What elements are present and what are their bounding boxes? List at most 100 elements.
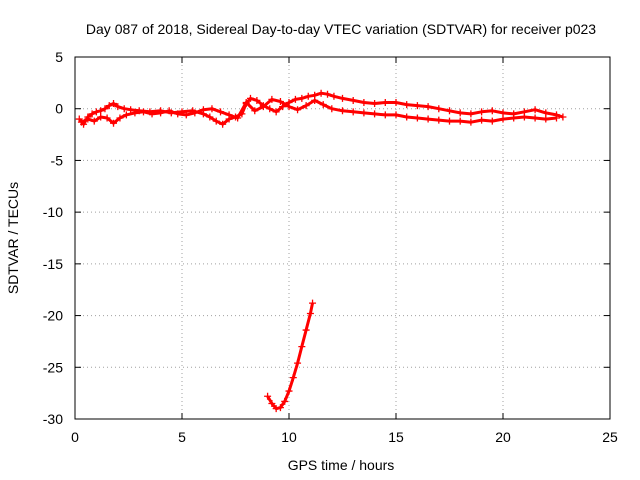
series-3	[264, 299, 317, 413]
data-point	[542, 115, 550, 123]
data-point	[276, 404, 284, 412]
data-point	[110, 100, 118, 108]
data-point	[122, 111, 130, 119]
data-point	[413, 102, 421, 110]
data-point	[217, 108, 225, 116]
data-point	[349, 96, 357, 104]
x-tick-label: 0	[71, 429, 79, 445]
data-point	[559, 113, 567, 121]
data-point	[285, 103, 293, 111]
data-point	[403, 101, 411, 109]
data-point	[291, 95, 299, 103]
data-point	[114, 103, 122, 111]
data-point	[456, 109, 464, 117]
series-1	[75, 89, 567, 128]
data-point	[268, 95, 276, 103]
data-point	[381, 111, 389, 119]
data-point	[174, 110, 182, 118]
data-point	[392, 111, 400, 119]
y-tick-label: -20	[43, 308, 63, 324]
y-tick-label: -30	[43, 411, 63, 427]
data-point	[531, 114, 539, 122]
data-point	[281, 397, 289, 405]
data-point	[531, 106, 539, 114]
data-point	[157, 109, 165, 117]
data-point	[165, 107, 173, 115]
data-point	[191, 109, 199, 117]
data-point	[553, 114, 560, 122]
data-marks	[75, 89, 567, 413]
data-point	[101, 105, 109, 113]
data-point	[339, 94, 346, 102]
x-tick-label: 15	[388, 429, 404, 445]
data-point	[446, 117, 453, 125]
data-point	[371, 110, 379, 118]
data-point	[424, 115, 432, 123]
data-point	[478, 108, 486, 116]
data-point	[488, 107, 496, 115]
data-point	[208, 105, 216, 113]
data-point	[381, 99, 389, 107]
data-point	[110, 119, 118, 127]
data-point	[234, 114, 242, 122]
data-point	[306, 310, 314, 318]
data-point	[182, 111, 190, 119]
y-tick-label: -10	[43, 204, 63, 220]
data-point	[264, 392, 272, 400]
x-tick-label: 20	[495, 429, 511, 445]
data-point	[272, 405, 280, 413]
data-point	[268, 399, 276, 407]
data-point	[302, 326, 310, 334]
data-point	[206, 113, 214, 121]
data-point	[105, 102, 113, 110]
data-point	[510, 114, 518, 122]
data-point	[349, 108, 357, 116]
data-point	[116, 114, 124, 122]
x-tick-label: 25	[602, 429, 618, 445]
data-point	[259, 103, 267, 111]
data-point	[199, 106, 207, 114]
data-point	[276, 97, 284, 105]
data-point	[371, 100, 379, 108]
data-point	[446, 107, 453, 115]
data-point	[309, 299, 317, 307]
y-tick-label: -25	[43, 359, 63, 375]
data-point	[520, 113, 528, 121]
data-point	[266, 105, 274, 113]
data-point	[360, 99, 368, 107]
data-point	[88, 110, 96, 118]
data-point	[97, 113, 105, 121]
data-point	[92, 108, 100, 116]
y-tick-labels: 5 0 -5 -10 -15 -20 -25 -30	[43, 49, 63, 427]
x-tick-label: 10	[281, 429, 297, 445]
tick-marks	[74, 56, 611, 420]
data-point	[103, 114, 111, 122]
data-point	[219, 120, 227, 128]
data-point	[435, 105, 443, 113]
data-point	[392, 99, 400, 107]
data-point	[311, 96, 319, 104]
data-point	[294, 106, 302, 114]
data-point	[225, 111, 233, 119]
plot-frame	[74, 56, 611, 420]
y-tick-label: 5	[55, 49, 63, 65]
data-point	[319, 101, 327, 109]
data-point	[360, 109, 368, 117]
data-point	[120, 105, 128, 113]
series-trail	[266, 302, 314, 411]
data-point	[127, 106, 135, 114]
y-tick-label: -5	[51, 152, 64, 168]
data-point	[339, 107, 346, 115]
data-point	[131, 109, 139, 117]
y-tick-label: -15	[43, 256, 63, 272]
data-point	[302, 102, 310, 110]
data-point	[289, 374, 297, 382]
data-point	[272, 108, 280, 116]
data-point	[251, 107, 259, 115]
data-point	[285, 387, 293, 395]
data-point	[84, 115, 92, 123]
series-2	[77, 95, 560, 127]
y-tick-label: 0	[55, 101, 63, 117]
x-tick-labels: 0 5 10 15 20 25	[71, 429, 618, 445]
data-point	[97, 107, 105, 115]
